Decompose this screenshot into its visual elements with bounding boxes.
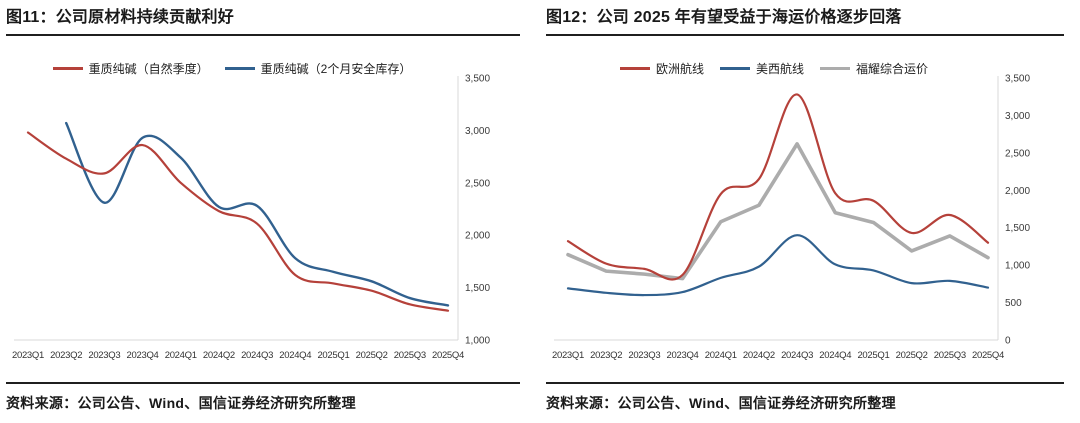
series-line: [566, 234, 990, 297]
source-note: 资料来源：公司公告、Wind、国信证券经济研究所整理: [6, 395, 356, 411]
figure-12-chart-area: 欧洲航线 美西航线 福耀综合运价 0 500 1,000 1,500 2,000 2,500 3…: [546, 36, 1064, 382]
x-axis-tick-label: 2024Q4: [819, 350, 851, 361]
x-axis-tick-label: 2025Q3: [394, 350, 426, 361]
figure-11-chart-area: 重质纯碱（自然季度） 重质纯碱（2个月安全库存） 1,000 1,500 2,000 2…: [6, 36, 520, 382]
figure-12-title: 图12：公司 2025 年有望受益于海运价格逐步回落: [546, 9, 902, 26]
y-axis-tick-label: 1,000: [465, 336, 490, 347]
x-axis-tick-label: 2025Q2: [356, 350, 388, 361]
x-axis-tick-label: 2023Q1: [552, 350, 584, 361]
figure-11-panel: 图11：公司原材料持续贡献利好 重质纯碱（自然季度） 重质纯碱（2个月安全库存） …: [6, 9, 520, 423]
x-axis-tick-label: 2023Q2: [50, 350, 82, 361]
y-axis-tick-label: 1,500: [465, 283, 490, 294]
x-axis-tick-label: 2024Q2: [203, 350, 235, 361]
figure-12-line-chart: 0 500 1,000 1,500 2,000 2,500 3,000 3,500 2023Q1…: [552, 74, 1030, 362]
x-axis-tick-label: 2023Q3: [88, 350, 120, 361]
x-axis-tick-label: 2025Q2: [896, 350, 928, 361]
x-axis-tick-label: 2023Q1: [12, 350, 44, 361]
y-axis-tick-label: 3,000: [1005, 111, 1030, 122]
y-axis-tick-label: 2,500: [465, 178, 490, 189]
figure-11-line-chart: 1,000 1,500 2,000 2,500 3,000 3,500 2023Q1 2023…: [12, 74, 490, 362]
x-axis-tick-label: 2025Q3: [934, 350, 966, 361]
x-axis-tick-label: 2024Q3: [781, 350, 813, 361]
source-note: 资料来源：公司公告、Wind、国信证券经济研究所整理: [546, 395, 896, 411]
x-axis-tick-label: 2025Q1: [857, 350, 889, 361]
y-axis-tick-label: 3,000: [465, 126, 490, 137]
x-axis-tick-label: 2024Q1: [165, 350, 197, 361]
series-line: [566, 142, 990, 281]
x-axis-tick-label: 2024Q3: [241, 350, 273, 361]
y-axis-tick-label: 1,000: [1005, 261, 1030, 272]
y-axis-tick-label: 1,500: [1005, 223, 1030, 234]
x-axis-tick-label: 2024Q4: [279, 350, 311, 361]
x-axis-tick-label: 2023Q3: [628, 350, 660, 361]
title-underline: [6, 34, 520, 36]
series-line: [566, 93, 990, 281]
x-axis-tick-label: 2025Q4: [972, 350, 1004, 361]
x-axis-tick-label: 2024Q2: [743, 350, 775, 361]
x-axis-tick-label: 2025Q1: [317, 350, 349, 361]
x-axis-tick-label: 2023Q2: [590, 350, 622, 361]
series-line: [64, 121, 450, 307]
figure-12-panel: 图12：公司 2025 年有望受益于海运价格逐步回落 欧洲航线 美西航线 福耀综合运…: [540, 0, 1080, 423]
y-axis-tick-label: 2,500: [1005, 148, 1030, 159]
y-axis-tick-label: 500: [1005, 298, 1022, 309]
x-axis-tick-label: 2023Q4: [667, 350, 699, 361]
figure-11-title: 图11：公司原材料持续贡献利好: [6, 9, 234, 26]
y-axis-tick-label: 3,500: [465, 74, 490, 85]
source-divider: 资料来源：公司公告、Wind、国信证券经济研究所整理: [6, 382, 520, 423]
x-axis-tick-label: 2025Q4: [432, 350, 464, 361]
source-divider: 资料来源：公司公告、Wind、国信证券经济研究所整理: [546, 382, 1064, 423]
x-axis-tick-label: 2023Q4: [127, 350, 159, 361]
y-axis-tick-label: 2,000: [1005, 186, 1030, 197]
series-line: [26, 131, 450, 312]
x-axis-tick-label: 2024Q1: [705, 350, 737, 361]
y-axis-tick-label: 2,000: [465, 231, 490, 242]
y-axis-tick-label: 3,500: [1005, 74, 1030, 85]
title-underline: [546, 34, 1064, 36]
y-axis-tick-label: 0: [1005, 336, 1011, 347]
